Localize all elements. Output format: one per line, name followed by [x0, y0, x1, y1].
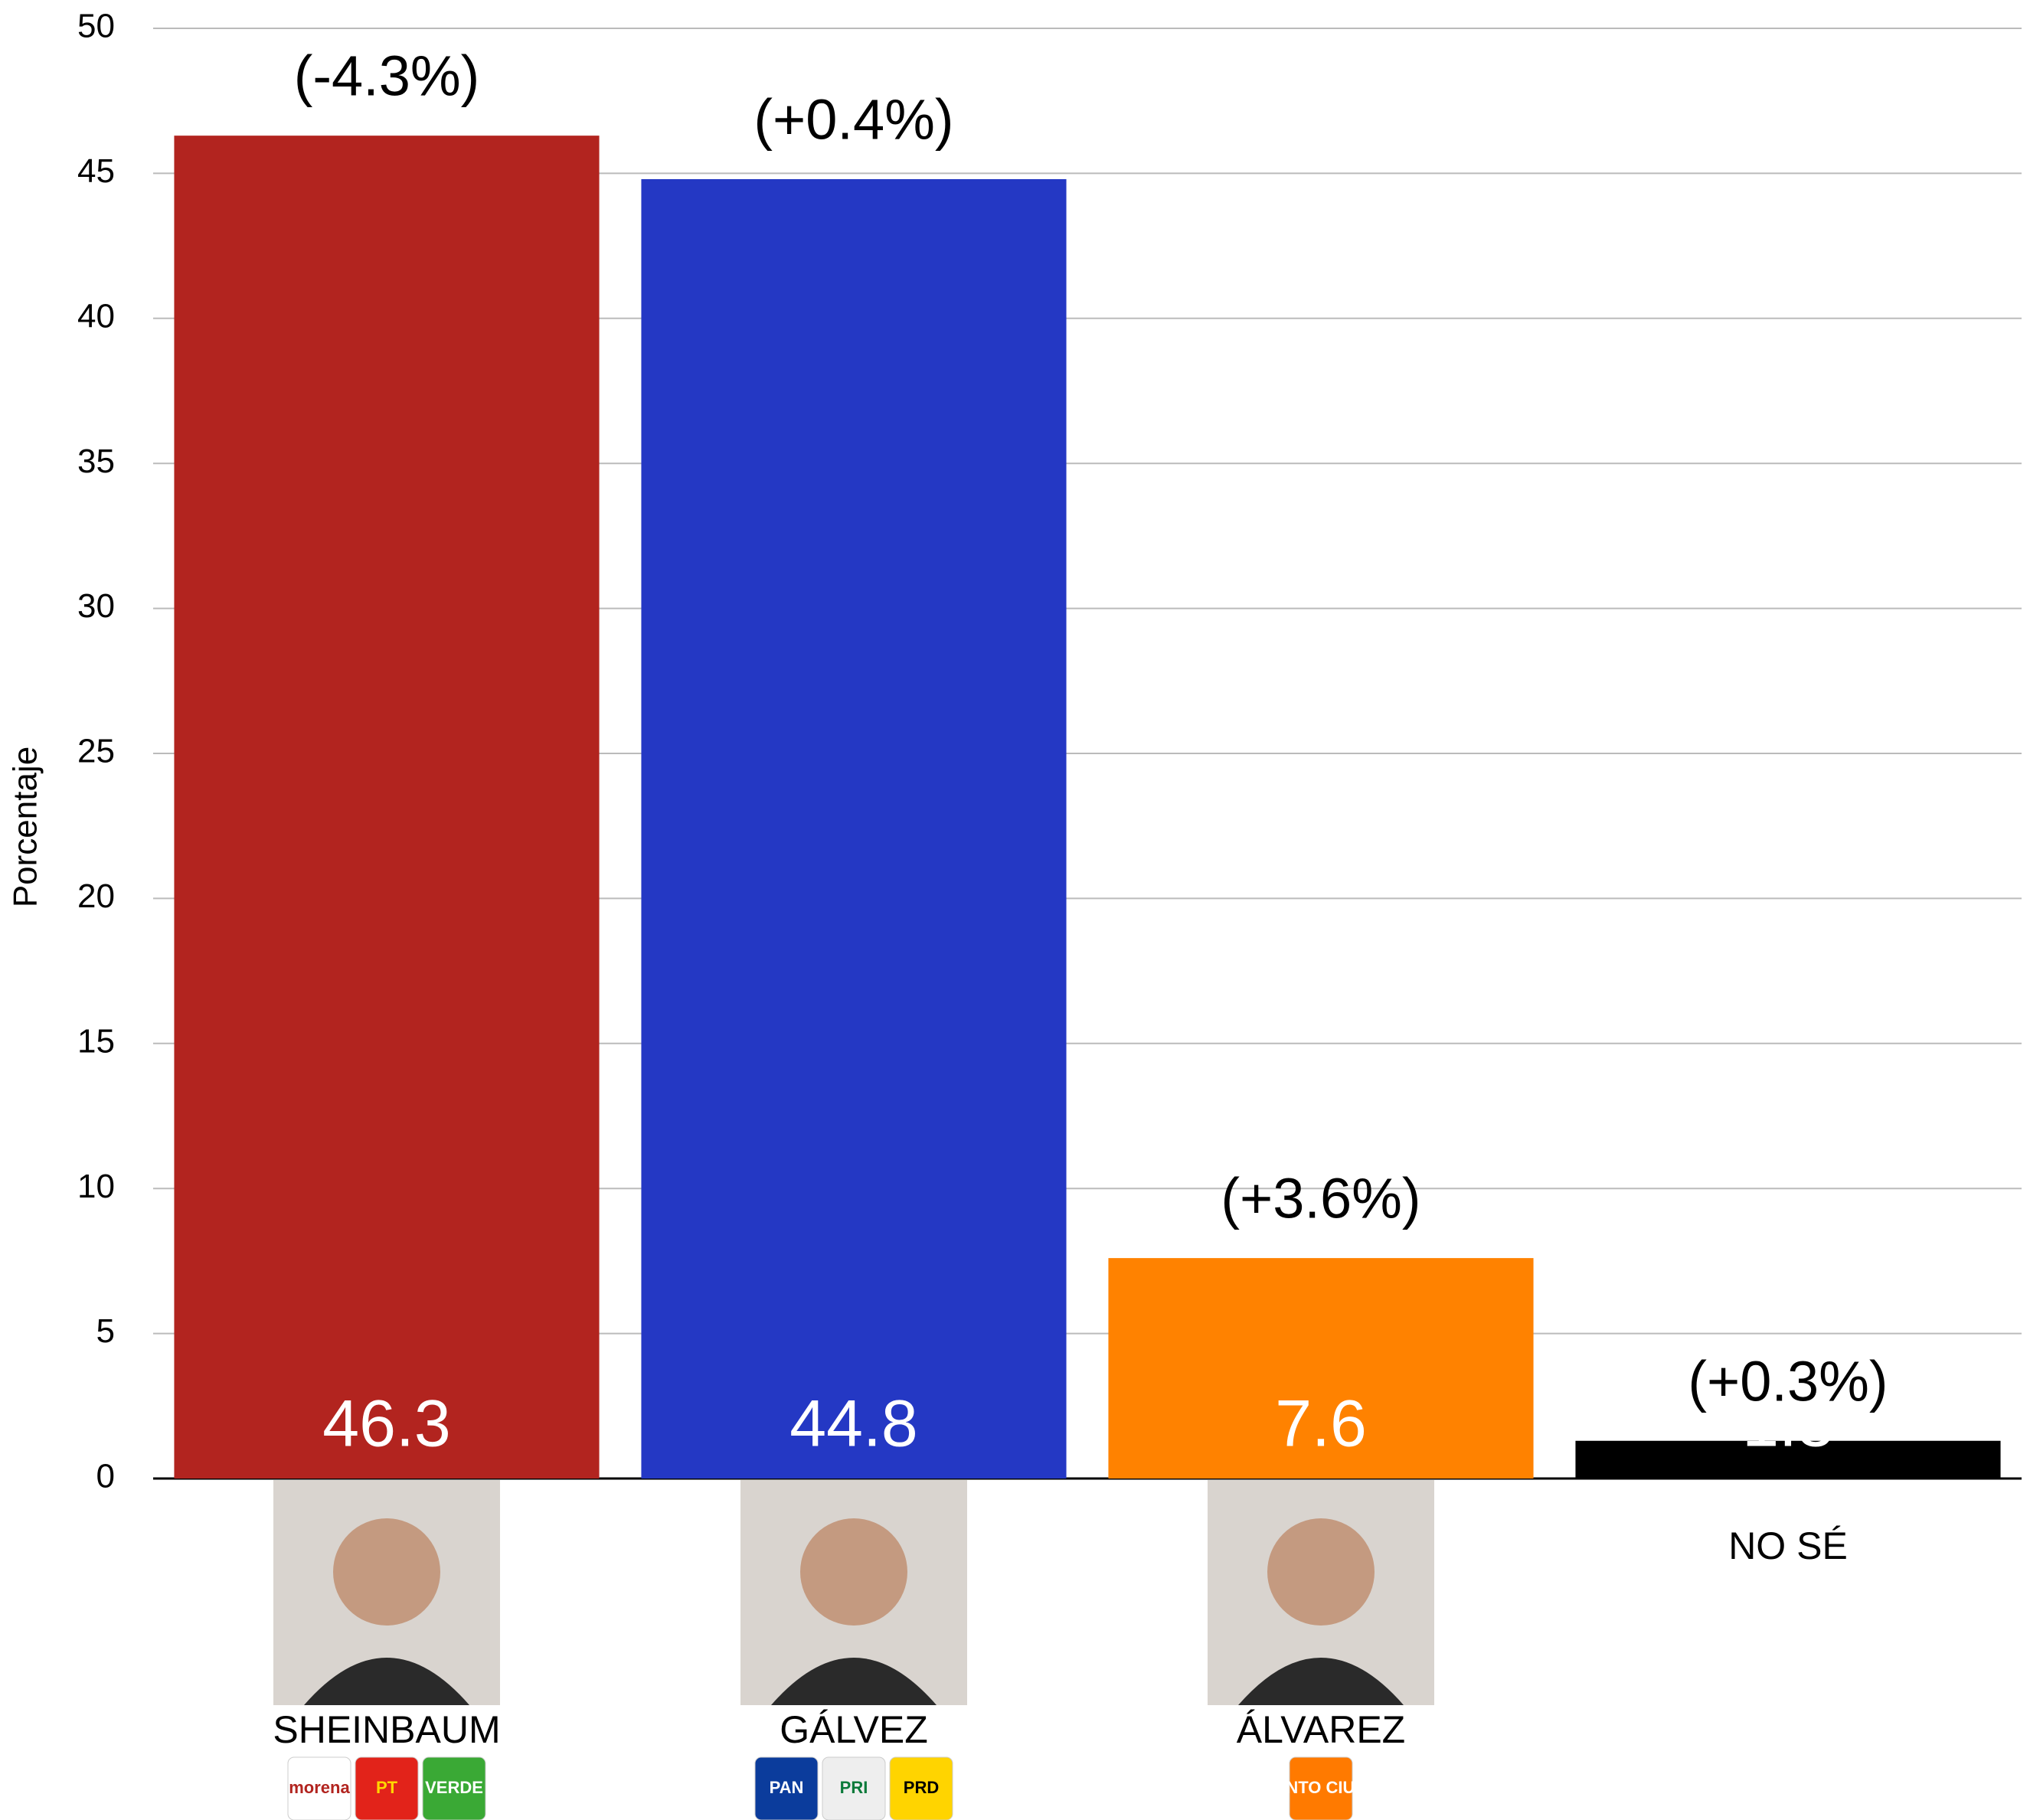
change-annotation: (+3.6%): [1221, 1167, 1420, 1230]
y-tick-label: 10: [77, 1168, 115, 1205]
value-label: 44.8: [789, 1387, 917, 1461]
y-axis-label: Porcentaje: [7, 747, 44, 907]
x-tick-label: SHEINBAUM: [273, 1708, 500, 1751]
photo-head: [800, 1518, 907, 1626]
bar: [1575, 1440, 2001, 1479]
value-label: 1.3: [1742, 1387, 1834, 1461]
y-tick-label: 5: [96, 1312, 115, 1350]
photo-body: [1238, 1658, 1404, 1705]
photo-body: [771, 1658, 937, 1705]
y-tick-label: 35: [77, 443, 115, 480]
y-tick-label: 20: [77, 877, 115, 915]
change-annotation: (+0.3%): [1688, 1349, 1888, 1413]
y-tick-label: 15: [77, 1022, 115, 1060]
party-logo-label: morena: [289, 1778, 350, 1797]
x-tick-label: ÁLVAREZ: [1237, 1708, 1405, 1751]
y-tick-label: 25: [77, 733, 115, 770]
party-logo-label: MOVIMIENTO CIUDADANO: [1213, 1778, 1429, 1797]
party-logo-label: PAN: [770, 1778, 804, 1797]
change-annotation: (+0.4%): [753, 88, 953, 152]
party-logo: [822, 1756, 886, 1820]
y-tick-label: 40: [77, 297, 115, 335]
bar: [1108, 1258, 1534, 1479]
bar: [174, 136, 600, 1479]
y-tick-label: 0: [96, 1458, 115, 1495]
party-logo-label: VERDE: [425, 1778, 483, 1797]
y-tick-label: 30: [77, 587, 115, 625]
y-tick-label: 50: [77, 8, 115, 45]
party-logo: [1289, 1756, 1353, 1820]
bar: [641, 178, 1067, 1479]
party-logo-label: PT: [376, 1778, 398, 1797]
party-logo: [422, 1756, 486, 1820]
photo-head: [333, 1518, 440, 1626]
value-label: 46.3: [322, 1387, 450, 1461]
photo-head: [1267, 1518, 1375, 1626]
photo-body: [304, 1658, 469, 1705]
party-logo: [287, 1756, 351, 1820]
party-logo: [355, 1756, 419, 1820]
party-logo: [889, 1756, 953, 1820]
party-logo-label: PRI: [840, 1778, 868, 1797]
party-logo: [754, 1756, 819, 1820]
x-tick-label: NO SÉ: [1728, 1524, 1848, 1567]
y-tick-label: 45: [77, 152, 115, 190]
party-logo-label: PRD: [904, 1778, 939, 1797]
change-annotation: (-4.3%): [294, 44, 480, 108]
x-tick-label: GÁLVEZ: [780, 1708, 928, 1751]
value-label: 7.6: [1275, 1387, 1367, 1461]
